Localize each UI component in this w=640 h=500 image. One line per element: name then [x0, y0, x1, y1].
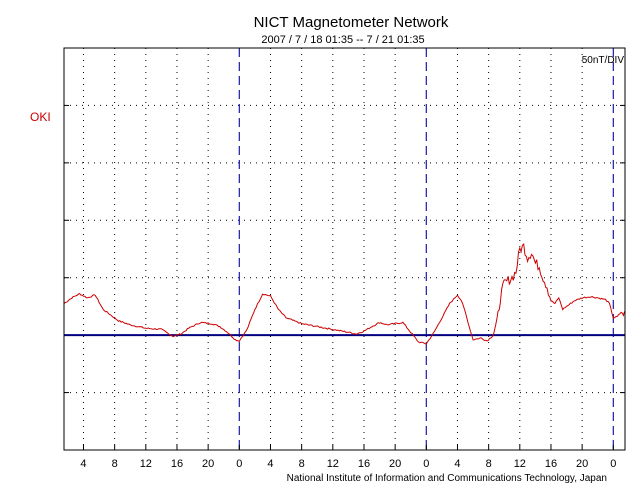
- xtick-label: 4: [267, 458, 273, 470]
- gridlines: [64, 48, 625, 450]
- xtick-label: 4: [80, 458, 86, 470]
- xtick-label: 0: [610, 458, 616, 470]
- xtick-label: 20: [576, 458, 588, 470]
- chart-title: NICT Magnetometer Network: [254, 14, 449, 31]
- xtick-label: 8: [486, 458, 492, 470]
- xtick-label: 12: [327, 458, 339, 470]
- xtick-label: 16: [545, 458, 557, 470]
- xtick-label: 12: [140, 458, 152, 470]
- chart-subtitle: 2007 / 7 / 18 01:35 -- 7 / 21 01:35: [261, 34, 424, 46]
- xtick-label: 20: [389, 458, 401, 470]
- oki-trace: [63, 242, 626, 345]
- x-axis-ticks: 4 8 12 16 20 0 4 8 12 16 20 0 4 8 12 16 20 0: [80, 445, 616, 470]
- xtick-label: 12: [514, 458, 526, 470]
- xtick-label: 0: [423, 458, 429, 470]
- station-label: OKI: [30, 110, 51, 124]
- scale-label: 50nT/DIV: [582, 55, 625, 66]
- day-boundaries: [238, 48, 614, 450]
- xtick-label: 8: [112, 458, 118, 470]
- xtick-label: 0: [236, 458, 242, 470]
- plot-frame: [63, 47, 626, 451]
- xtick-label: 16: [358, 458, 370, 470]
- credit-text: National Institute of Information and Co…: [287, 473, 607, 484]
- xtick-label: 4: [454, 458, 460, 470]
- xtick-label: 16: [171, 458, 183, 470]
- xtick-label: 20: [202, 458, 214, 470]
- xtick-label: 8: [299, 458, 305, 470]
